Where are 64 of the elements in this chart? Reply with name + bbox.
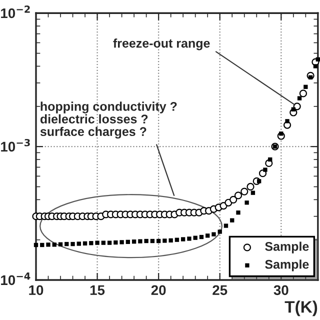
legend-label: Sample [265, 260, 309, 272]
x-tick-label: 10 [29, 285, 44, 296]
point [162, 238, 167, 243]
point [174, 238, 180, 242]
point [268, 157, 272, 162]
point [70, 242, 75, 246]
y-tick-label: 10$^{−2}$ [1, 6, 30, 18]
point [206, 234, 210, 238]
point [132, 240, 136, 244]
x-axis-title: T(K) [284, 300, 318, 316]
point [138, 239, 142, 244]
point [304, 84, 308, 89]
point [257, 179, 262, 184]
y-tick-label: 10$^{−3}$ [1, 138, 30, 152]
point [114, 240, 118, 245]
y-tick-label: 10$^{−4}$ [1, 272, 30, 286]
point [250, 190, 256, 195]
point [46, 242, 50, 247]
point [150, 238, 155, 244]
point [230, 196, 238, 204]
point [263, 168, 268, 172]
point [64, 242, 69, 246]
point [193, 236, 198, 240]
point [316, 57, 320, 62]
x-tick-label: 15 [90, 285, 105, 296]
point [212, 232, 216, 236]
point [89, 241, 94, 246]
point [181, 237, 186, 242]
point [230, 218, 234, 222]
point [58, 242, 63, 246]
point [156, 238, 161, 244]
point [126, 240, 130, 244]
point [308, 75, 313, 80]
point [95, 240, 100, 245]
annotation: hopping conductivity ? dielectric losses ? surface charges ? [40, 102, 177, 139]
point [187, 236, 192, 241]
point [40, 242, 44, 248]
point [234, 192, 242, 200]
point [244, 200, 249, 205]
point [52, 242, 56, 247]
annotation: freeze-out range [113, 38, 210, 50]
point [168, 238, 173, 242]
point [285, 119, 290, 124]
x-tick-label: 30 [274, 285, 288, 296]
point [218, 230, 222, 234]
point [199, 234, 204, 240]
point [299, 90, 308, 98]
x-tick-label: 25 [212, 285, 228, 296]
point [120, 240, 124, 244]
point [246, 182, 254, 191]
x-tick-label: 20 [151, 285, 166, 296]
point [144, 238, 148, 244]
legend-label: Sample [265, 242, 309, 254]
point [101, 240, 106, 245]
point [240, 188, 248, 196]
point [82, 241, 88, 246]
point [297, 96, 302, 100]
point [291, 107, 296, 112]
point [76, 242, 81, 246]
point [236, 210, 240, 215]
point [224, 224, 228, 228]
point [107, 240, 112, 245]
point [34, 242, 38, 248]
point [279, 132, 284, 136]
